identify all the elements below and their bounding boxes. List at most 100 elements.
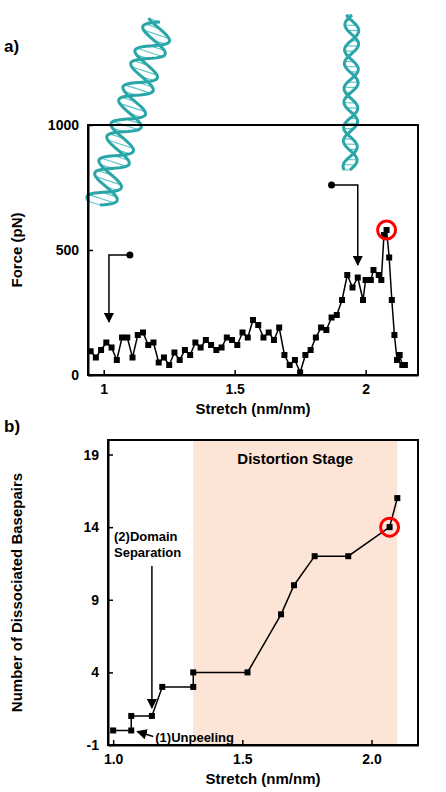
- annotation-arrow: [151, 566, 153, 708]
- plot-area: [88, 221, 408, 375]
- data-point: [98, 347, 104, 353]
- y-tick: 4: [91, 664, 113, 680]
- x-tick-mark: [371, 740, 373, 745]
- y-axis-title: Number of Dissociated Basepairs: [8, 473, 25, 712]
- x-tick: 2: [362, 370, 370, 397]
- panel: 1.0 1.5 2.0 -1 4 9 14 19 Stretch (nm/nm) Number o…: [4, 417, 419, 787]
- data-point: [190, 684, 196, 690]
- x-tick-mark: [103, 370, 105, 375]
- y-tick-mark: [108, 745, 113, 747]
- highlight-circle: [381, 518, 399, 536]
- data-point: [345, 553, 351, 559]
- x-tick: 1.0: [104, 740, 124, 767]
- y-tick-mark: [88, 125, 93, 127]
- y-tick-label: 9: [91, 592, 99, 608]
- y-tick: 0: [71, 367, 93, 383]
- data-line: [91, 230, 405, 373]
- data-point: [171, 350, 177, 356]
- y-tick-label: 19: [83, 447, 99, 463]
- data-point: [339, 297, 345, 303]
- data-line: [113, 498, 397, 730]
- data-point: [245, 669, 251, 675]
- annotation-arrow: [137, 731, 153, 736]
- data-point: [177, 357, 183, 363]
- data-point: [213, 347, 219, 353]
- x-axis-title: Stretch (nm/nm): [205, 770, 320, 787]
- y-tick: 500: [56, 242, 93, 258]
- x-axis: 1.0 1.5 2.0: [104, 740, 419, 767]
- y-tick-mark: [108, 672, 113, 674]
- x-tick: 1.5: [233, 740, 253, 767]
- data-point: [219, 345, 225, 351]
- panel-letter: a): [4, 37, 19, 56]
- y-tick: 14: [83, 519, 113, 535]
- data-point: [110, 727, 116, 733]
- data-point: [159, 684, 165, 690]
- data-point: [318, 325, 324, 331]
- helix-strand: [87, 18, 170, 201]
- helix-rung: [344, 169, 350, 170]
- helix-rung: [101, 158, 126, 166]
- y-tick-label: 4: [91, 664, 99, 680]
- data-point: [271, 337, 277, 343]
- data-point: [384, 227, 390, 233]
- data-point: [350, 285, 356, 291]
- data-point: [334, 312, 340, 318]
- x-tick: 2.0: [362, 740, 382, 767]
- y-tick-mark: [108, 527, 113, 529]
- panel-letter: b): [4, 417, 20, 436]
- data-point: [402, 362, 408, 368]
- data-point: [302, 352, 308, 358]
- helix-strand: [95, 22, 166, 205]
- y-tick-label: -1: [87, 737, 100, 753]
- highlight-circle: [378, 221, 396, 239]
- data-point: [145, 342, 151, 348]
- plot-area: [110, 440, 400, 745]
- data-point: [161, 355, 167, 361]
- helix-rung: [137, 48, 162, 56]
- data-point: [103, 340, 109, 346]
- data-point: [128, 713, 134, 719]
- helix-strand: [343, 15, 358, 170]
- data-point: [250, 317, 256, 323]
- x-tick-label: 1: [100, 381, 108, 397]
- y-tick-label: 500: [56, 242, 80, 258]
- figure: 11.5205001000Stretch (nm/nm)Force (pN)a)…: [0, 0, 446, 792]
- data-point: [119, 335, 125, 341]
- data-point: [397, 352, 403, 358]
- data-point: [387, 524, 393, 530]
- data-point: [240, 330, 246, 336]
- data-point: [229, 337, 235, 343]
- data-point: [276, 325, 282, 331]
- structure-cartoons: [87, 15, 359, 322]
- data-point: [266, 330, 272, 336]
- x-tick-mark: [113, 740, 115, 745]
- data-point: [355, 275, 361, 281]
- data-point: [124, 335, 130, 341]
- data-point: [394, 495, 400, 501]
- data-point: [234, 342, 240, 348]
- data-point: [287, 362, 293, 368]
- y-axis-line: [108, 441, 110, 746]
- data-point: [312, 553, 318, 559]
- data-point: [313, 335, 319, 341]
- data-point: [150, 340, 156, 346]
- data-point: [187, 352, 193, 358]
- x-tick-label: 1.5: [233, 751, 253, 767]
- data-point: [140, 330, 146, 336]
- data-point: [323, 327, 329, 333]
- annotation-line: (1)Unpeeling: [155, 730, 234, 745]
- y-tick-label: 14: [83, 519, 99, 535]
- helix-rung: [88, 201, 100, 205]
- data-point: [93, 355, 99, 361]
- data-point: [109, 345, 115, 351]
- data-point: [370, 267, 376, 273]
- data-point: [208, 342, 214, 348]
- data-point: [182, 347, 188, 353]
- y-tick-mark: [88, 375, 93, 377]
- annotation: (1)Unpeeling: [155, 730, 234, 745]
- x-axis: 11.52: [89, 370, 419, 397]
- data-point: [292, 357, 298, 363]
- y-tick: 1000: [48, 117, 93, 133]
- y-tick-mark: [88, 250, 93, 252]
